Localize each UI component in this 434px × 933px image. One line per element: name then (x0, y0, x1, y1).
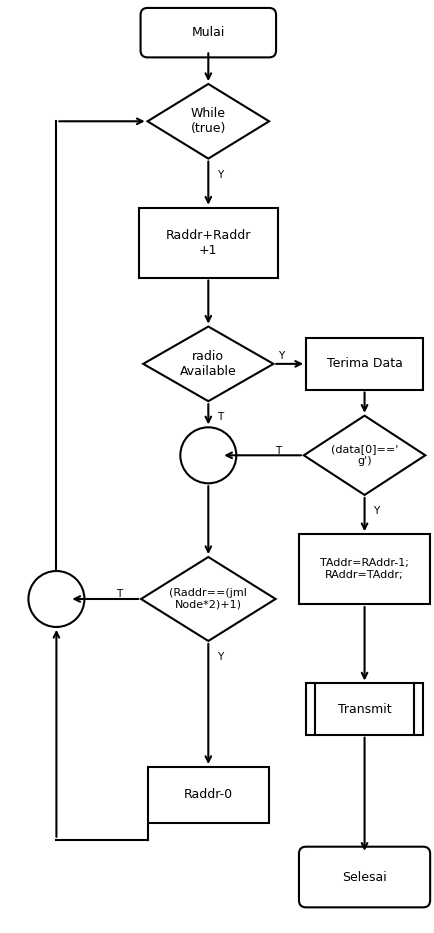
Text: Y: Y (278, 352, 284, 361)
Text: Y: Y (217, 652, 223, 662)
Text: Y: Y (217, 170, 223, 180)
Text: Raddr+Raddr
+1: Raddr+Raddr +1 (166, 229, 251, 257)
Bar (306, 683, 423, 735)
Text: T: T (116, 590, 122, 599)
Text: (Raddr==(jml
Node*2)+1): (Raddr==(jml Node*2)+1) (169, 588, 247, 610)
Bar (299, 534, 430, 605)
Polygon shape (143, 327, 273, 401)
Circle shape (181, 427, 236, 483)
Text: Terima Data: Terima Data (327, 357, 402, 370)
Text: While
(true): While (true) (191, 107, 226, 135)
Bar (139, 208, 278, 278)
FancyBboxPatch shape (299, 846, 430, 908)
Text: T: T (275, 446, 281, 455)
Text: T: T (217, 412, 223, 423)
Text: Transmit: Transmit (338, 703, 391, 716)
Bar (306, 338, 423, 389)
Text: Mulai: Mulai (192, 26, 225, 39)
Text: Y: Y (373, 506, 379, 516)
FancyBboxPatch shape (141, 7, 276, 58)
Text: Raddr-0: Raddr-0 (184, 788, 233, 801)
Polygon shape (148, 84, 269, 159)
Polygon shape (304, 416, 425, 494)
Text: Selesai: Selesai (342, 870, 387, 884)
Text: TAddr=RAddr-1;
RAddr=TAddr;: TAddr=RAddr-1; RAddr=TAddr; (320, 558, 409, 580)
Text: (data[0]=='
g'): (data[0]==' g') (331, 444, 398, 466)
Circle shape (29, 571, 84, 627)
Text: radio
Available: radio Available (180, 350, 237, 378)
Bar (148, 767, 269, 823)
Polygon shape (141, 557, 276, 641)
